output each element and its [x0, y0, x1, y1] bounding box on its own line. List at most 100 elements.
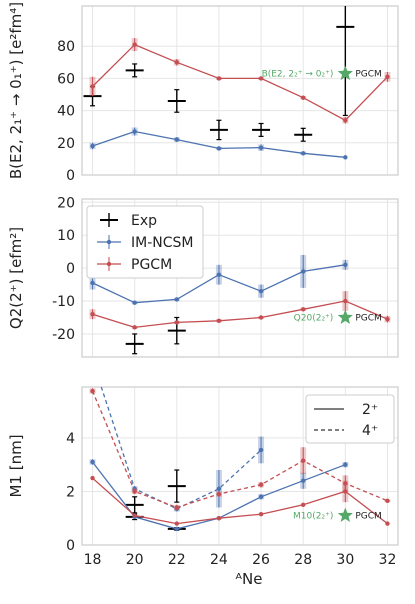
y-tick-label: 40: [57, 104, 75, 120]
data-point: [343, 118, 348, 123]
data-point: [216, 486, 222, 491]
y-tick-label: 2: [66, 484, 75, 500]
series-pg: [89, 38, 391, 124]
data-point: [385, 521, 390, 526]
data-point: [216, 76, 222, 81]
data-point: [132, 129, 137, 134]
star-marker: [337, 309, 353, 324]
data-point: [174, 297, 179, 302]
x-tick-label: 26: [252, 552, 270, 568]
x-tick-label: 20: [126, 552, 144, 568]
series-line: [92, 300, 388, 329]
legend: 2⁺4⁺: [305, 394, 395, 444]
data-point: [385, 316, 390, 322]
data-point: [343, 298, 348, 304]
data-point: [343, 262, 348, 268]
series-im: [89, 127, 348, 160]
data-point: [258, 512, 264, 517]
y-axis-label: Q2(2⁺) [efm²]: [7, 227, 25, 329]
y-axis-label: B(E2, 2₁⁺ → 0₁⁺) [e²fm⁴]: [7, 2, 25, 179]
star-label: PGCM: [355, 512, 381, 522]
y-tick-label: 10: [57, 228, 75, 244]
panel-1: 0 20 40 60 80 B(E2, 2₁⁺ → 0₁⁺) [e²fm⁴] B(E2, 2…: [7, 2, 399, 184]
legend-label: 4⁺: [362, 423, 378, 439]
legend-label: IM-NCSM: [131, 235, 193, 251]
y-tick-label: -10: [52, 294, 75, 310]
x-tick-label: 24: [210, 552, 228, 568]
data-point: [258, 482, 264, 487]
series-line: [92, 43, 388, 122]
data-point: [174, 505, 179, 510]
annotation-label: M10(2₂⁺): [293, 512, 333, 522]
legend-label: Exp: [131, 213, 157, 229]
x-tick-label: 30: [336, 552, 354, 568]
y-tick-label: -20: [52, 327, 75, 343]
data-point: [174, 320, 179, 325]
series-exp: [125, 469, 186, 514]
data-point: [90, 358, 94, 362]
data-point: [90, 280, 95, 286]
axes-frame: [81, 386, 399, 546]
axes-frame: [81, 5, 399, 176]
data-point: [132, 42, 137, 47]
plot-area: [89, 358, 391, 532]
annotation-label: B(E2, 2₂⁺ → 0₂⁺): [262, 70, 334, 80]
legend-label: PGCM: [131, 257, 172, 273]
data-point: [343, 462, 348, 467]
data-point: [301, 307, 306, 312]
data-point: [301, 478, 306, 483]
annotation-label: Q20(2₂⁺): [294, 314, 334, 324]
legend-marker: [106, 261, 112, 267]
data-point: [90, 312, 95, 317]
data-point: [90, 388, 95, 394]
data-point: [301, 502, 306, 508]
data-point: [343, 155, 348, 160]
data-point: [258, 315, 264, 320]
legend-box: [305, 394, 395, 444]
star-marker: [337, 65, 353, 81]
star-marker: [337, 507, 353, 522]
y-tick-label: 80: [57, 39, 75, 55]
series-pg: [89, 388, 391, 511]
data-point: [258, 288, 264, 294]
x-tick-label: 22: [168, 552, 186, 568]
data-point: [301, 458, 306, 463]
y-tick-label: 20: [57, 136, 75, 152]
plot-area: [83, 6, 391, 160]
data-point: [301, 151, 306, 156]
data-point: [258, 145, 264, 150]
y-tick-label: 0: [66, 261, 75, 277]
data-point: [174, 526, 179, 532]
data-point: [343, 481, 348, 486]
series-line: [91, 390, 388, 509]
y-tick-label: 60: [57, 71, 75, 87]
data-point: [132, 325, 137, 330]
data-point: [132, 513, 137, 518]
x-tick-label: 28: [294, 552, 312, 568]
data-point: [216, 272, 222, 277]
data-point: [90, 143, 95, 149]
y-tick-label: 20: [57, 195, 75, 211]
data-point: [132, 300, 137, 305]
legend-marker: [106, 239, 112, 245]
data-point: [174, 521, 179, 526]
x-tick-label: 18: [84, 552, 102, 568]
data-point: [132, 489, 137, 494]
y-tick-label: 0: [66, 168, 75, 184]
data-point: [174, 137, 179, 142]
data-point: [216, 318, 222, 323]
series-exp: [125, 316, 186, 355]
legend-box: [86, 205, 204, 279]
data-point: [174, 60, 179, 65]
data-point: [216, 146, 222, 151]
x-axis-label: ᴬNe: [236, 570, 263, 588]
data-point: [216, 516, 222, 521]
data-point: [258, 494, 264, 499]
plot-area: [89, 254, 391, 355]
y-tick-label: 4: [66, 431, 75, 447]
data-point: [90, 475, 95, 481]
data-point: [385, 498, 390, 504]
data-point: [258, 447, 264, 453]
